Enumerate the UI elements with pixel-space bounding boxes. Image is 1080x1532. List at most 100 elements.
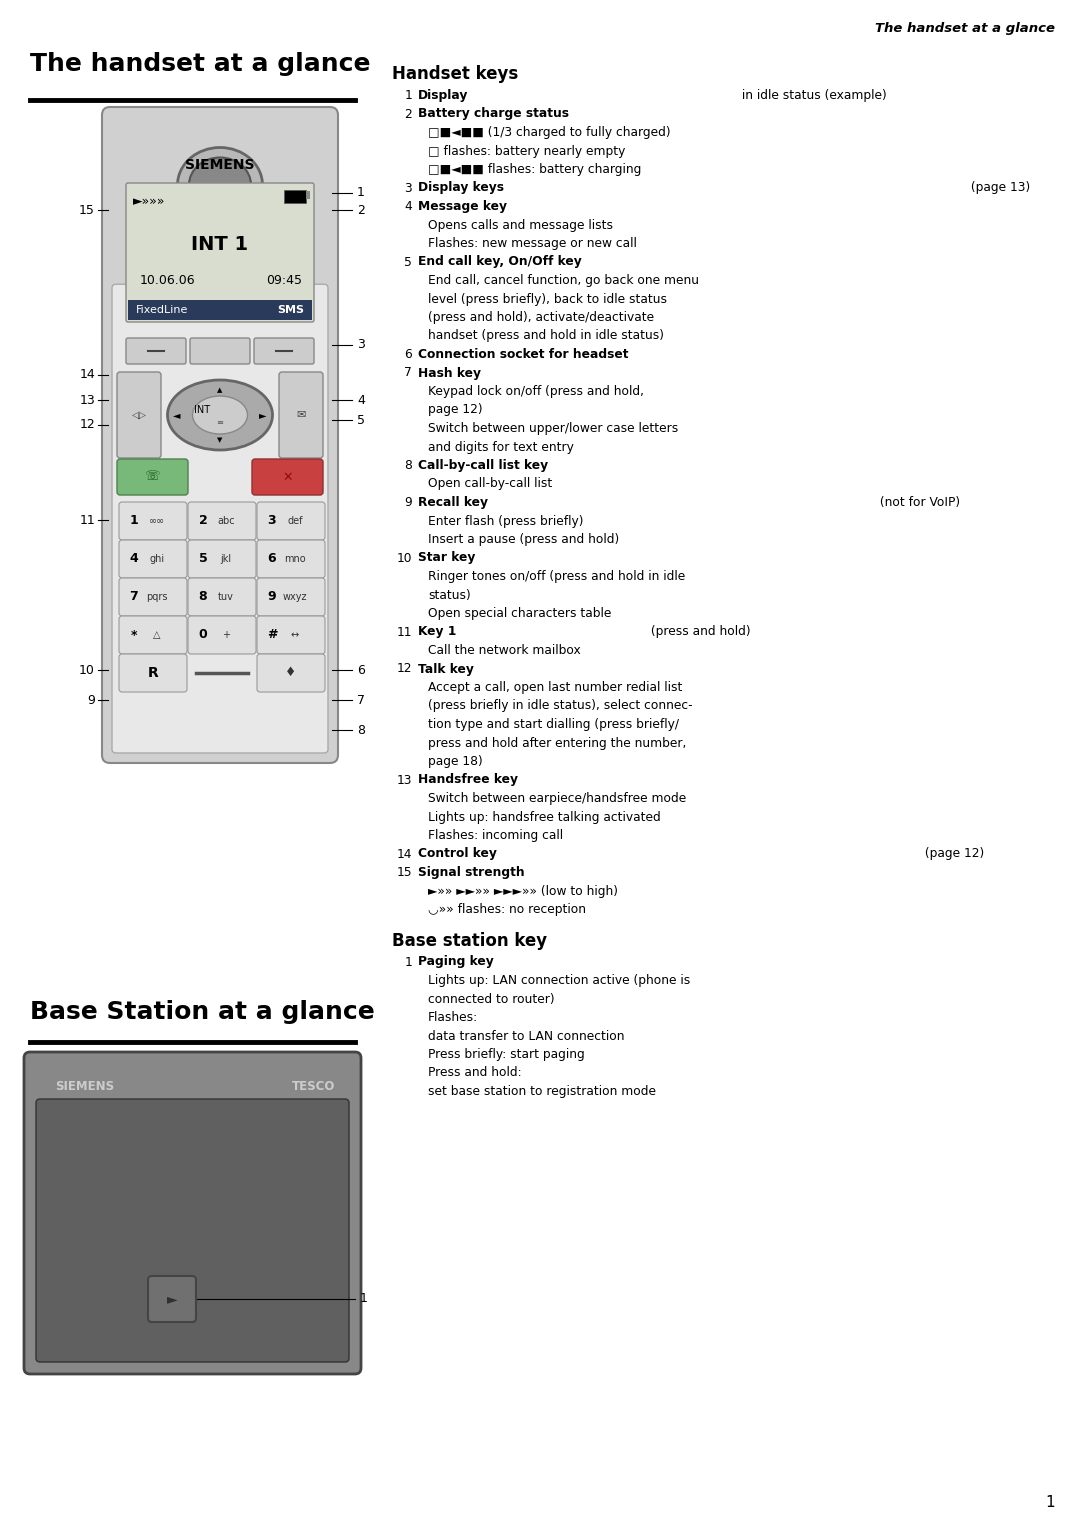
Text: 7: 7 bbox=[357, 694, 365, 706]
Text: End call key, On/Off key: End call key, On/Off key bbox=[418, 256, 582, 268]
Text: End call, cancel function, go back one menu: End call, cancel function, go back one m… bbox=[428, 274, 699, 286]
Text: abc: abc bbox=[217, 516, 234, 525]
Text: status): status) bbox=[428, 588, 471, 602]
Ellipse shape bbox=[167, 380, 272, 450]
Text: #: # bbox=[267, 628, 278, 642]
Text: 9: 9 bbox=[87, 694, 95, 706]
Text: (press and hold): (press and hold) bbox=[647, 625, 751, 639]
FancyBboxPatch shape bbox=[126, 339, 186, 365]
Text: tuv: tuv bbox=[218, 591, 234, 602]
Ellipse shape bbox=[189, 158, 251, 213]
FancyBboxPatch shape bbox=[102, 107, 338, 763]
Text: wxyz: wxyz bbox=[283, 591, 307, 602]
FancyBboxPatch shape bbox=[257, 578, 325, 616]
Text: ►: ► bbox=[166, 1291, 177, 1305]
Text: 10: 10 bbox=[396, 552, 411, 564]
Text: 11: 11 bbox=[79, 513, 95, 527]
Text: □■◄■■ flashes: battery charging: □■◄■■ flashes: battery charging bbox=[428, 162, 642, 176]
Text: Press and hold:: Press and hold: bbox=[428, 1066, 522, 1080]
Text: 3: 3 bbox=[404, 181, 411, 195]
Text: FixedLine: FixedLine bbox=[136, 305, 188, 316]
Text: □ flashes: battery nearly empty: □ flashes: battery nearly empty bbox=[428, 144, 625, 158]
Text: Ringer tones on/off (press and hold in idle: Ringer tones on/off (press and hold in i… bbox=[428, 570, 685, 584]
Text: The handset at a glance: The handset at a glance bbox=[30, 52, 370, 77]
Text: □■◄■■ (1/3 charged to fully charged): □■◄■■ (1/3 charged to fully charged) bbox=[428, 126, 671, 139]
Text: tion type and start dialling (press briefly/: tion type and start dialling (press brie… bbox=[428, 719, 679, 731]
Text: ✕: ✕ bbox=[283, 470, 294, 484]
Text: ↔: ↔ bbox=[291, 630, 299, 640]
Text: Keypad lock on/off (press and hold,: Keypad lock on/off (press and hold, bbox=[428, 385, 644, 398]
Text: Open call-by-call list: Open call-by-call list bbox=[428, 478, 552, 490]
Text: Opens calls and message lists: Opens calls and message lists bbox=[428, 219, 613, 231]
Text: Paging key: Paging key bbox=[418, 956, 494, 968]
Bar bbox=[306, 192, 310, 199]
Text: Star key: Star key bbox=[418, 552, 475, 564]
Text: 9: 9 bbox=[268, 590, 276, 604]
FancyBboxPatch shape bbox=[257, 502, 325, 539]
Text: def: def bbox=[287, 516, 302, 525]
FancyBboxPatch shape bbox=[257, 616, 325, 654]
FancyBboxPatch shape bbox=[148, 1276, 195, 1322]
Text: and digits for text entry: and digits for text entry bbox=[428, 441, 573, 453]
Text: Insert a pause (press and hold): Insert a pause (press and hold) bbox=[428, 533, 619, 545]
Bar bbox=[284, 190, 306, 204]
FancyBboxPatch shape bbox=[119, 578, 187, 616]
Text: 1: 1 bbox=[360, 1293, 368, 1305]
Text: page 18): page 18) bbox=[428, 755, 483, 768]
Text: Lights up: LAN connection active (phone is: Lights up: LAN connection active (phone … bbox=[428, 974, 690, 987]
Text: Talk key: Talk key bbox=[418, 662, 474, 676]
FancyBboxPatch shape bbox=[188, 578, 256, 616]
Text: Battery charge status: Battery charge status bbox=[418, 107, 569, 121]
Text: set base station to registration mode: set base station to registration mode bbox=[428, 1085, 656, 1098]
Text: ►»» ►►»» ►►►»» (low to high): ►»» ►►»» ►►►»» (low to high) bbox=[428, 884, 618, 898]
Text: in idle status (example): in idle status (example) bbox=[739, 89, 887, 103]
Text: R: R bbox=[148, 666, 159, 680]
FancyBboxPatch shape bbox=[257, 539, 325, 578]
Text: TESCO: TESCO bbox=[292, 1080, 335, 1092]
Text: level (press briefly), back to idle status: level (press briefly), back to idle stat… bbox=[428, 293, 667, 305]
Text: 09:45: 09:45 bbox=[266, 274, 302, 286]
Text: Display: Display bbox=[418, 89, 469, 103]
Text: 13: 13 bbox=[396, 774, 411, 786]
Text: (page 13): (page 13) bbox=[967, 181, 1030, 195]
Text: 0: 0 bbox=[199, 628, 207, 642]
Text: (page 12): (page 12) bbox=[921, 847, 985, 861]
Text: page 12): page 12) bbox=[428, 403, 483, 417]
Text: 4: 4 bbox=[404, 201, 411, 213]
Text: Switch between earpiece/handsfree mode: Switch between earpiece/handsfree mode bbox=[428, 792, 686, 804]
Text: SIEMENS: SIEMENS bbox=[55, 1080, 114, 1092]
FancyBboxPatch shape bbox=[188, 616, 256, 654]
Text: 10: 10 bbox=[79, 663, 95, 677]
FancyBboxPatch shape bbox=[119, 616, 187, 654]
Text: ≡: ≡ bbox=[216, 418, 224, 427]
Text: (press and hold), activate/deactivate: (press and hold), activate/deactivate bbox=[428, 311, 654, 323]
Text: +: + bbox=[222, 630, 230, 640]
Text: Message key: Message key bbox=[418, 201, 507, 213]
Text: Base station key: Base station key bbox=[392, 931, 548, 950]
Text: Flashes: incoming call: Flashes: incoming call bbox=[428, 829, 563, 843]
Text: Hash key: Hash key bbox=[418, 366, 481, 380]
Ellipse shape bbox=[177, 147, 262, 222]
Text: ◄: ◄ bbox=[173, 411, 180, 420]
Text: ◡»» flashes: no reception: ◡»» flashes: no reception bbox=[428, 902, 586, 916]
Text: 5: 5 bbox=[199, 553, 207, 565]
Text: 6: 6 bbox=[268, 553, 276, 565]
Text: Lights up: handsfree talking activated: Lights up: handsfree talking activated bbox=[428, 810, 661, 824]
Text: ☏: ☏ bbox=[145, 470, 160, 484]
Text: Press briefly: start paging: Press briefly: start paging bbox=[428, 1048, 584, 1062]
Text: INT 1: INT 1 bbox=[191, 236, 248, 254]
Text: 1: 1 bbox=[357, 187, 365, 199]
Text: 9: 9 bbox=[404, 496, 411, 509]
Text: 8: 8 bbox=[199, 590, 207, 604]
Text: △: △ bbox=[153, 630, 161, 640]
Text: Call-by-call list key: Call-by-call list key bbox=[418, 460, 549, 472]
Text: jkl: jkl bbox=[220, 555, 231, 564]
Bar bbox=[129, 300, 312, 320]
Text: SMS: SMS bbox=[276, 305, 303, 316]
FancyBboxPatch shape bbox=[117, 372, 161, 458]
Text: Switch between upper/lower case letters: Switch between upper/lower case letters bbox=[428, 421, 678, 435]
Text: 12: 12 bbox=[396, 662, 411, 676]
Text: pqrs: pqrs bbox=[146, 591, 167, 602]
FancyBboxPatch shape bbox=[36, 1098, 349, 1362]
FancyBboxPatch shape bbox=[117, 460, 188, 495]
